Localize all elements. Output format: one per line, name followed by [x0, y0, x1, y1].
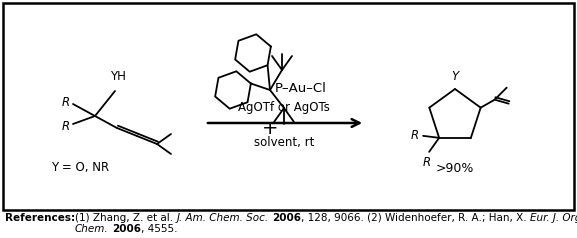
Text: Chem.: Chem. [75, 224, 108, 234]
Text: R: R [411, 129, 419, 142]
Text: Y: Y [451, 70, 459, 83]
Text: 2006: 2006 [112, 224, 141, 234]
Text: Eur. J. Org.: Eur. J. Org. [530, 213, 577, 223]
Text: R: R [62, 95, 70, 109]
Text: R: R [62, 119, 70, 133]
Text: solvent, rt: solvent, rt [254, 136, 314, 149]
FancyArrowPatch shape [208, 119, 359, 127]
Text: P–Au–Cl: P–Au–Cl [275, 81, 327, 94]
Text: AgOTf or AgOTs: AgOTf or AgOTs [238, 101, 330, 114]
Text: YH: YH [110, 70, 126, 83]
Text: >90%: >90% [436, 162, 474, 174]
FancyBboxPatch shape [3, 3, 574, 210]
Text: References:: References: [5, 213, 75, 223]
Text: +: + [262, 119, 278, 138]
Text: , 4555.: , 4555. [141, 224, 177, 234]
Text: 2006: 2006 [272, 213, 301, 223]
Text: J. Am. Chem. Soc.: J. Am. Chem. Soc. [177, 213, 268, 223]
Text: R: R [423, 156, 431, 169]
Text: , 128, 9066. (2) Widenhoefer, R. A.; Han, X.: , 128, 9066. (2) Widenhoefer, R. A.; Han… [301, 213, 530, 223]
Text: (1) Zhang, Z. et al.: (1) Zhang, Z. et al. [75, 213, 177, 223]
Text: Y = O, NR: Y = O, NR [51, 162, 109, 174]
